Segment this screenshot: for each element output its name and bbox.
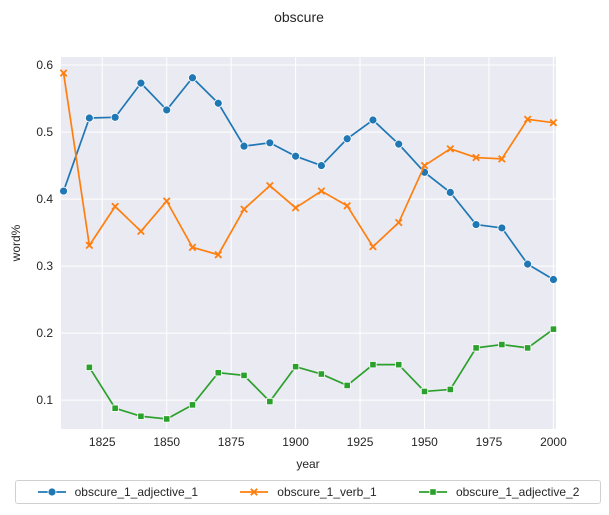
data-point [214, 250, 223, 259]
data-point [137, 227, 145, 236]
data-point [394, 139, 404, 149]
data-point [342, 134, 352, 144]
series-layer [59, 69, 558, 423]
data-point [136, 78, 146, 88]
data-point [292, 363, 300, 371]
legend-swatch [418, 488, 447, 496]
data-point [343, 201, 352, 210]
data-point [497, 223, 507, 233]
data-point [446, 385, 454, 394]
data-point [265, 138, 275, 148]
x-tick-label: 1875 [218, 435, 245, 449]
data-point [420, 387, 429, 396]
data-point [523, 115, 532, 124]
data-point [291, 203, 300, 212]
data-point [291, 151, 301, 161]
data-point [59, 186, 68, 196]
legend-item: obscure_1_adjective_2 [418, 485, 579, 499]
data-point [368, 115, 378, 125]
y-tick-label: 0.4 [36, 192, 53, 206]
y-tick-label: 0.5 [36, 125, 53, 139]
x-axis-title: year [296, 457, 319, 471]
data-point [317, 187, 326, 195]
data-point [420, 161, 429, 170]
y-tick-label: 0.1 [36, 393, 53, 407]
y-axis-title: word% [9, 224, 23, 262]
series-line [62, 76, 554, 281]
series-1 [59, 73, 558, 284]
data-point [266, 397, 274, 406]
x-tick-label: 1975 [476, 435, 503, 449]
data-point [395, 361, 403, 369]
data-point [214, 369, 222, 377]
data-point [343, 381, 351, 390]
y-tick-label: 0.6 [36, 58, 53, 72]
legend-label: obscure_1_adjective_2 [455, 485, 580, 499]
data-point [446, 144, 455, 153]
data-point [549, 275, 558, 284]
legend-label: obscure_1_adjective_1 [74, 485, 199, 499]
legend-marker [250, 488, 259, 496]
x-tick-labels: 1825 1850 1875 1900 1925 1950 1975 2000 [89, 435, 567, 449]
data-point [111, 404, 119, 412]
plot-area [61, 57, 556, 429]
data-point [549, 118, 558, 127]
data-point [471, 220, 481, 229]
data-point [317, 370, 325, 378]
data-point [162, 197, 171, 205]
data-point [137, 412, 145, 420]
data-point [549, 325, 558, 333]
data-point [445, 187, 455, 197]
data-point [163, 415, 171, 423]
legend-item: obscure_1_adjective_1 [37, 485, 198, 499]
x-tick-label: 1825 [89, 435, 116, 449]
legend-marker [47, 487, 57, 497]
data-point [111, 202, 119, 211]
data-point [188, 73, 197, 83]
legend-label: obscure_1_verb_1 [277, 485, 377, 499]
line-chart: obscure 1825 1850 1875 1900 1925 1950 1975 2000… [9, 9, 567, 471]
data-point [369, 242, 377, 251]
y-tick-labels: 0.1 0.2 0.3 0.4 0.5 0.6 [36, 58, 53, 407]
data-point [240, 371, 248, 379]
x-tick-label: 1950 [411, 435, 438, 449]
data-point [498, 155, 506, 163]
data-point [85, 363, 93, 371]
legend-swatch [240, 488, 269, 496]
legend-marker [429, 488, 437, 496]
data-point [188, 243, 197, 252]
data-point [369, 361, 377, 369]
data-point [59, 69, 68, 77]
series-3 [85, 325, 558, 423]
data-point [162, 105, 172, 115]
data-point [316, 161, 326, 170]
chart-title: obscure [274, 9, 324, 25]
series-line [62, 72, 554, 256]
x-tick-label: 1900 [282, 435, 309, 449]
data-point [84, 113, 94, 123]
data-point [472, 153, 480, 162]
series-2 [59, 69, 558, 259]
legend-swatch [37, 487, 66, 497]
data-point [85, 241, 94, 250]
grid-lines [61, 57, 556, 429]
data-point [394, 218, 403, 227]
data-point [498, 340, 506, 349]
data-point [188, 401, 197, 409]
x-tick-label: 1925 [347, 435, 374, 449]
y-tick-label: 0.3 [36, 259, 53, 273]
data-point [523, 259, 533, 269]
data-point [524, 344, 532, 352]
data-point [472, 344, 480, 352]
chart-legend: obscure_1_adjective_1 obscure_1_verb_1 obs… [15, 480, 601, 504]
data-point [239, 141, 249, 151]
x-tick-label: 1850 [153, 435, 180, 449]
x-tick-label: 2000 [540, 435, 567, 449]
legend-item: obscure_1_verb_1 [239, 485, 377, 499]
data-point [213, 98, 223, 108]
data-point [110, 112, 120, 122]
data-point [240, 205, 248, 213]
data-point [265, 181, 274, 190]
y-tick-label: 0.2 [36, 326, 53, 340]
